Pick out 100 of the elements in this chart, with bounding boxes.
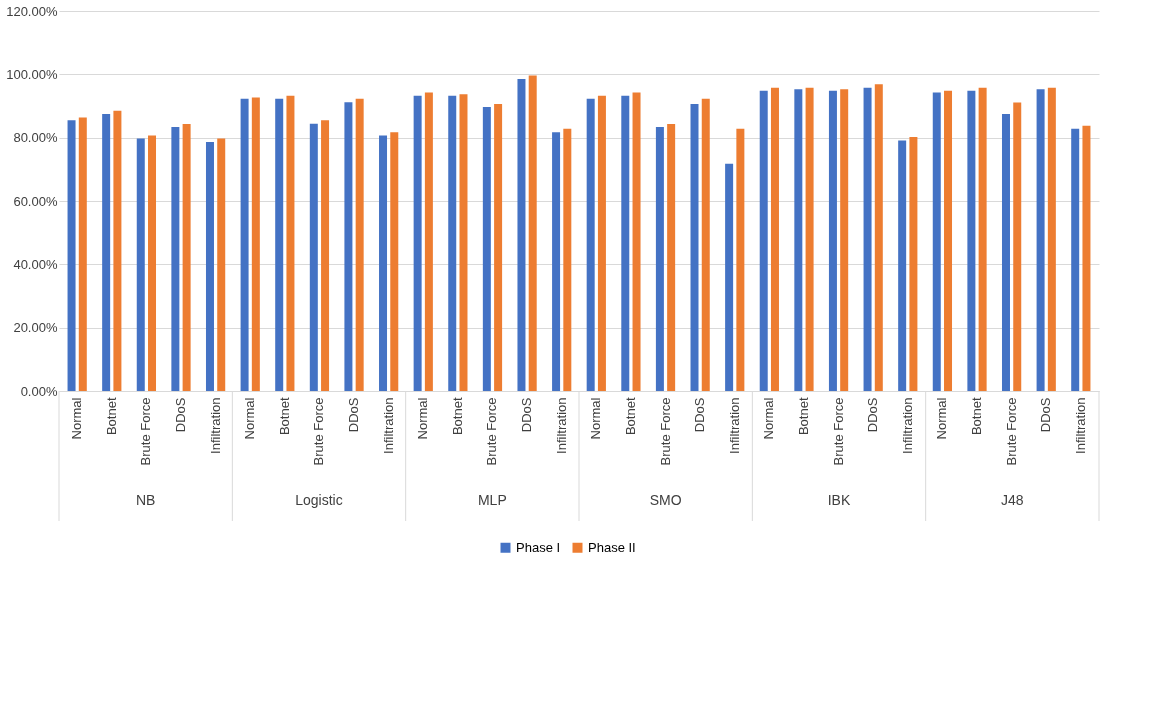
x-tick-label: DDoS: [519, 397, 535, 433]
x-tick-label: Brute Force: [484, 397, 500, 466]
y-tick-label: 80.00%: [13, 130, 58, 146]
bar: [632, 92, 641, 391]
bar: [113, 110, 122, 391]
bar: [874, 84, 883, 391]
x-tick-label: Brute Force: [830, 397, 846, 466]
x-tick-label: Infiltration: [726, 397, 742, 454]
bar: [390, 132, 399, 391]
bar: [1082, 125, 1091, 391]
bar: [828, 90, 837, 391]
x-tick-label: Brute Force: [138, 397, 154, 466]
x-tick-label: DDoS: [692, 397, 708, 433]
bar: [655, 126, 664, 391]
x-tick-label: Botnet: [622, 397, 638, 436]
bar: [1036, 89, 1045, 391]
bar: [459, 94, 468, 391]
bar: [667, 124, 676, 391]
y-tick-label: 20.00%: [13, 320, 58, 336]
bar: [379, 135, 388, 391]
text: NB: [135, 492, 156, 508]
bar: [701, 98, 710, 391]
x-tick-label: Botnet: [969, 397, 984, 436]
bar: [621, 95, 630, 391]
legend-label: Phase II: [588, 539, 636, 555]
text: J48: [1001, 492, 1024, 508]
x-tick-label: DDoS: [865, 397, 881, 433]
bar: [413, 95, 422, 391]
x-tick-label: Infiltration: [553, 397, 569, 454]
bar: [909, 137, 918, 391]
bar: [563, 128, 572, 391]
bar: [286, 95, 295, 391]
bar: [1001, 113, 1010, 391]
bar: [597, 95, 606, 391]
x-tick-label: Infiltration: [899, 397, 915, 454]
x-tick-label: Normal: [242, 397, 258, 440]
bar: [805, 87, 814, 391]
bar: [690, 104, 699, 391]
text: Logistic: [295, 492, 343, 508]
bar: [78, 117, 87, 391]
text: SMO: [649, 492, 682, 508]
y-tick-label: 60.00%: [13, 193, 58, 209]
bar: [448, 95, 457, 391]
bar: [978, 87, 987, 391]
bar: [148, 135, 157, 391]
bar: [794, 89, 803, 391]
bar: [736, 128, 745, 391]
bar: [217, 138, 226, 391]
bar: [1013, 102, 1022, 391]
x-tick-label: Botnet: [449, 397, 465, 436]
text: IBK: [827, 492, 851, 508]
bar: [67, 120, 76, 391]
bar: [932, 92, 941, 391]
bar: [171, 126, 180, 391]
bar: [967, 90, 976, 391]
bar: [136, 138, 145, 391]
bar: [240, 98, 249, 391]
y-tick-label: 0.00%: [20, 383, 58, 399]
bar: [309, 123, 318, 391]
x-tick-label: Botnet: [103, 397, 119, 436]
x-tick-label: Infiltration: [1072, 397, 1088, 454]
bar: [275, 98, 284, 391]
bar: [898, 140, 907, 391]
y-tick-label: 40.00%: [13, 256, 58, 272]
x-tick-label: DDoS: [346, 397, 362, 433]
bar: [355, 98, 364, 391]
bar: [1047, 87, 1056, 391]
bar: [251, 97, 260, 391]
x-tick-label: Normal: [415, 397, 431, 440]
bar: [770, 87, 779, 391]
x-tick-label: Brute Force: [311, 397, 327, 466]
x-tick-label: Brute Force: [657, 397, 673, 466]
x-tick-label: DDoS: [173, 397, 188, 433]
bar: [840, 89, 849, 391]
bar: [517, 79, 526, 391]
text: MLP: [477, 492, 507, 508]
bar: [494, 104, 503, 391]
bar: [863, 87, 872, 391]
x-tick-label: Brute Force: [1003, 397, 1019, 466]
bar: [321, 120, 330, 391]
x-tick-label: Botnet: [276, 397, 292, 436]
x-tick-label: Normal: [761, 397, 777, 440]
legend-label: Phase I: [516, 539, 561, 555]
bar: [1071, 128, 1080, 391]
bar: [344, 102, 353, 391]
y-tick-label: 100.00%: [6, 66, 58, 82]
x-tick-label: Normal: [934, 397, 950, 440]
bar: [944, 90, 953, 391]
x-tick-label: Infiltration: [380, 397, 396, 454]
x-tick-label: DDoS: [1038, 397, 1054, 433]
bar: [759, 90, 768, 391]
bar: [205, 142, 214, 391]
x-tick-label: Infiltration: [207, 397, 223, 454]
bar: [182, 124, 191, 391]
bar: [482, 106, 491, 391]
y-tick-label: 120.00%: [6, 3, 58, 19]
bar: [552, 132, 561, 391]
bar: [725, 163, 734, 391]
bar: [424, 92, 433, 391]
x-tick-label: Botnet: [795, 397, 811, 436]
